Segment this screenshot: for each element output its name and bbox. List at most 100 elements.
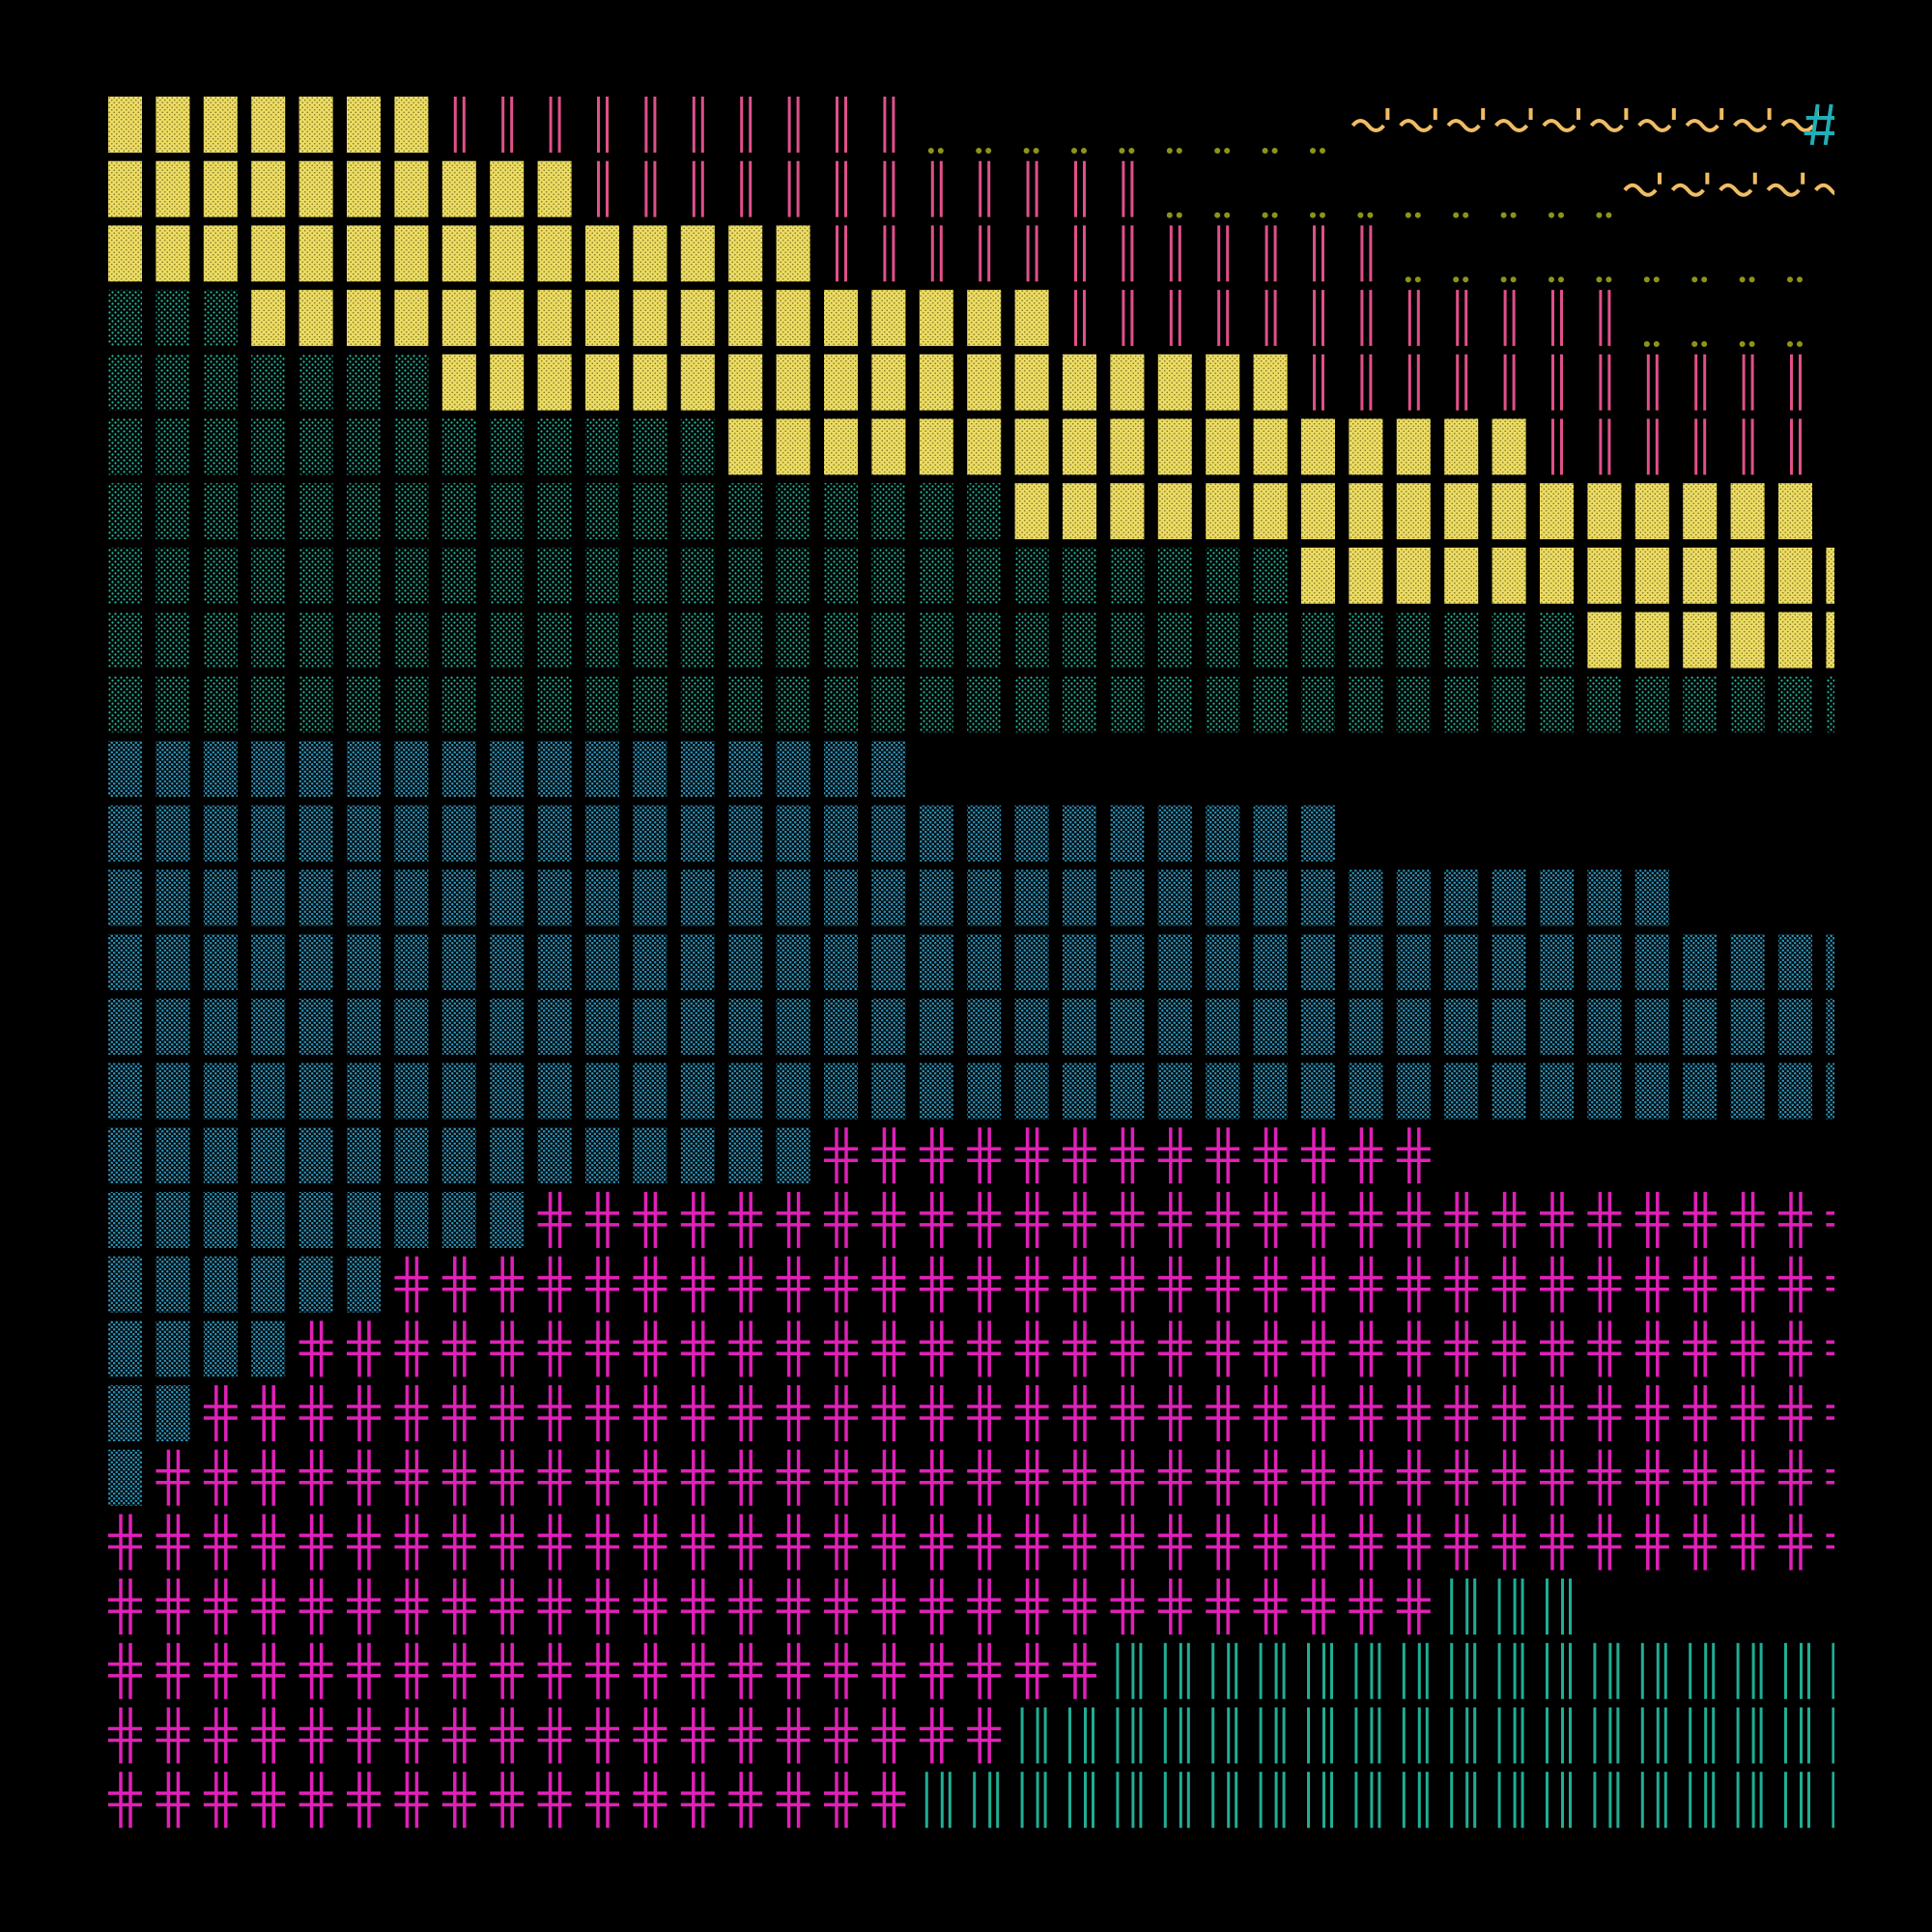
magenta-double-cross [824,1449,858,1506]
pink-double-bar [1503,290,1516,347]
mint-dotted-block [1349,611,1383,668]
yellow-dotted-block [251,290,286,347]
magenta-double-cross [728,1385,763,1441]
blue-dotted-block [967,998,1002,1055]
magenta-double-cross [108,1772,142,1829]
blue-dotted-block [537,1127,572,1184]
magenta-double-cross [537,1385,572,1441]
mint-dotted-block [203,611,238,668]
pink-double-bar [453,97,466,153]
blue-dotted-block [1540,1063,1574,1120]
green-tick-bars [1546,1772,1572,1829]
blue-dotted-block [347,1063,381,1120]
magenta-double-cross [1349,1449,1383,1506]
magenta-double-cross [776,1514,810,1571]
magenta-double-cross [1634,1385,1669,1441]
orange-tilde-mark [1719,172,1757,197]
mint-dotted-block [1110,676,1145,733]
magenta-double-cross [1683,1449,1718,1506]
magenta-double-cross [1014,1256,1049,1313]
pink-double-bar [1551,290,1563,347]
yellow-dotted-block [1253,354,1288,411]
yellow-dotted-block [203,97,238,153]
yellow-dotted-block [1253,418,1288,475]
mint-dotted-block [203,676,238,733]
magenta-double-cross [680,1707,715,1764]
mint-dotted-block [776,547,810,604]
yellow-dotted-block [1778,611,1812,668]
green-tick-bars [1020,1772,1047,1829]
mint-dotted-block [156,676,190,733]
yellow-dotted-block [680,225,715,282]
magenta-double-cross [871,1191,906,1248]
magenta-double-cross [1444,1191,1479,1248]
pattern-grid [108,97,1834,1829]
magenta-double-cross [967,1256,1002,1313]
magenta-double-cross [1206,1578,1240,1635]
olive-dot-pair [1691,276,1708,283]
magenta-double-cross [776,1707,810,1764]
yellow-dotted-block [156,160,190,217]
green-tick-bars [1689,1707,1716,1764]
magenta-double-cross [824,1127,858,1184]
mint-dotted-block [251,611,286,668]
blue-dotted-block [1587,998,1622,1055]
pink-double-bar [1264,225,1277,282]
mint-dotted-block [156,290,190,347]
magenta-double-cross [871,1321,906,1378]
blue-dotted-block [680,869,715,926]
mint-dotted-block [251,483,286,540]
mint-dotted-block [1253,547,1288,604]
mint-dotted-block [298,611,333,668]
magenta-double-cross [298,1514,333,1571]
blue-dotted-block [585,1063,619,1120]
mint-dotted-block [441,418,476,475]
orange-tilde-mark [1814,183,1834,196]
magenta-double-cross [298,1642,333,1699]
blue-dotted-block [347,805,381,862]
yellow-dotted-block [1014,354,1049,411]
magenta-double-cross [298,1321,333,1378]
yellow-dotted-block [394,97,429,153]
blue-dotted-block [1826,998,1834,1055]
blue-dotted-block [1540,998,1574,1055]
blue-dotted-block [108,1256,142,1313]
magenta-double-cross [1444,1514,1479,1571]
magenta-double-cross [156,1707,190,1764]
pink-double-bar [1360,354,1373,411]
mint-dotted-block [441,676,476,733]
magenta-double-cross [203,1772,238,1829]
yellow-dotted-block [1206,483,1240,540]
green-tick-bars [1640,1642,1667,1699]
magenta-double-cross [776,1578,810,1635]
yellow-dotted-block [919,290,953,347]
mint-dotted-block [394,483,429,540]
mint-dotted-block [1063,611,1096,668]
blue-dotted-block [251,998,286,1055]
magenta-double-cross [1253,1514,1288,1571]
yellow-dotted-block [1444,547,1479,604]
magenta-double-cross [919,1578,953,1635]
mint-dotted-block [824,483,858,540]
blue-dotted-block [203,998,238,1055]
magenta-double-cross [1540,1449,1574,1506]
magenta-double-cross [1826,1533,1834,1549]
green-tick-bars [1497,1642,1524,1699]
mint-dotted-block [1301,676,1335,733]
magenta-double-cross [1492,1514,1526,1571]
olive-dot-pair [1643,341,1660,348]
green-tick-bars [1784,1772,1810,1829]
blue-dotted-block [967,934,1002,991]
blue-dotted-block [633,998,668,1055]
pink-double-bar [787,160,800,217]
blue-dotted-block [1110,934,1145,991]
blue-dotted-block [108,805,142,862]
magenta-double-cross [490,1642,525,1699]
blue-dotted-block [1492,1063,1526,1120]
mint-dotted-block [1110,547,1145,604]
mint-dotted-block [776,676,810,733]
magenta-double-cross [585,1256,619,1313]
blue-dotted-block [1540,869,1574,926]
blue-dotted-block [1587,1063,1622,1120]
mint-dotted-block [251,676,286,733]
